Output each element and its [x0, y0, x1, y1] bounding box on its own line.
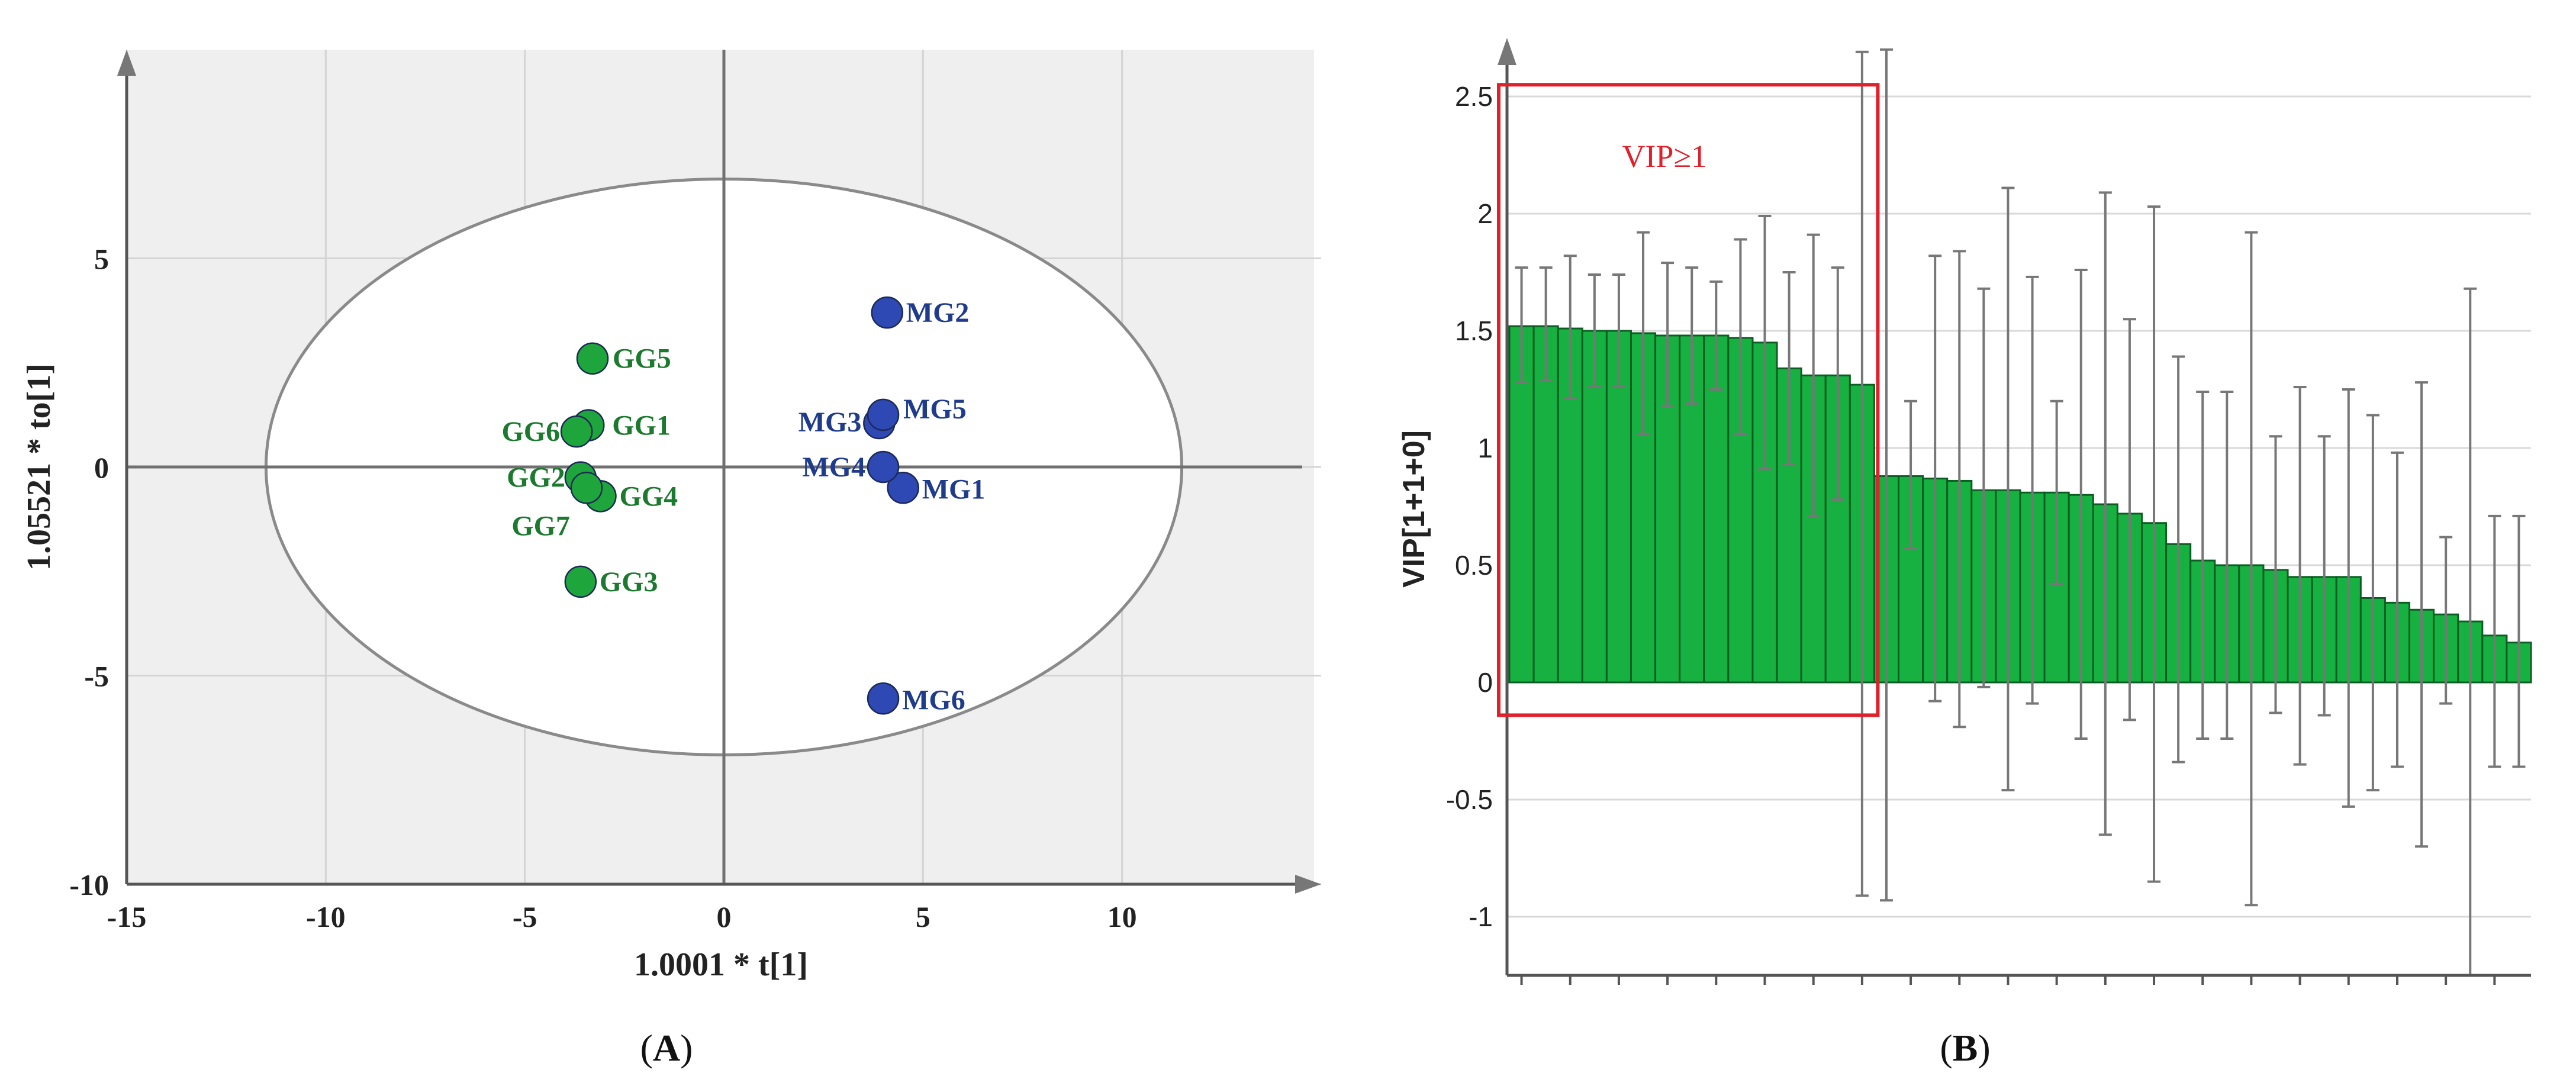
point-label-gg5: GG5	[613, 343, 671, 375]
point-label-gg7: GG7	[511, 510, 570, 542]
point-label-mg6: MG6	[902, 684, 965, 716]
panel-label-b: (B)	[1940, 1027, 1990, 1069]
axes	[1498, 38, 2531, 977]
y-tick-label: -5	[84, 660, 109, 693]
x-tick-label: -10	[306, 900, 346, 933]
y-tick-label: -0.5	[1446, 784, 1493, 815]
x-tick-label: 5	[916, 900, 930, 933]
y-tick-label: 2.5	[1455, 81, 1493, 112]
y-tick-label: 0.5	[1455, 550, 1493, 581]
y-tick-label: 1	[1477, 433, 1493, 463]
y-tick-label: -1	[1469, 901, 1493, 932]
y-axis-arrow	[117, 50, 136, 76]
error-bars	[1515, 48, 2526, 977]
points: GG1 GG2 GG3 GG4 GG5 GG6 GG7 MG1 MG2 MG3 MG4 MG5 MG6	[501, 296, 986, 716]
point-label-mg3: MG3	[798, 407, 862, 438]
y-axis-arrow	[1498, 38, 1516, 65]
point-label-gg6: GG6	[501, 416, 560, 447]
panel-a-scatter: -15 -10 -5 0 5 10-10-505 GG1GG2GG3GG4GG5GG6GG…	[21, 50, 1321, 1069]
y-tick-label: 5	[94, 243, 109, 276]
point-mg5	[867, 398, 900, 431]
x-axis-label: 1.0001 * t[1]	[634, 946, 808, 983]
y-axis-label: VIP[1+1+0]	[1397, 430, 1431, 588]
point-label-mg2: MG2	[906, 297, 970, 328]
point-mg1	[887, 472, 919, 504]
panel-b-vip-bars: -1 -0.5 0 0.5 1 1.5 2 2.5 VIP≥1 VIP[1+1+0] (B)	[1397, 38, 2532, 1069]
x-tick-label: -15	[107, 900, 147, 933]
point-label-gg4: GG4	[619, 481, 678, 512]
point-gg7	[570, 472, 603, 504]
bar	[1605, 330, 1632, 684]
point-label-mg5: MG5	[903, 394, 967, 425]
vip-highlight-box	[1497, 83, 1880, 717]
tick-labels: -1 -0.5 0 0.5 1 1.5 2 2.5	[1446, 81, 1493, 932]
axes	[117, 50, 1321, 894]
y-tick-label: -10	[69, 868, 109, 901]
point-mg2	[871, 296, 904, 329]
y-axis-label: 1.05521 * to[1]	[21, 363, 57, 571]
y-tick-label: 2	[1477, 198, 1493, 229]
y-tick-label: 0	[94, 451, 109, 484]
bars	[1508, 325, 2532, 684]
point-label-mg4: MG4	[802, 452, 865, 483]
y-tick-label: 0	[1477, 667, 1493, 698]
y-tick-label: 1.5	[1455, 315, 1493, 346]
point-label-mg1: MG1	[922, 473, 986, 505]
panel-label-a: (A)	[640, 1027, 693, 1069]
point-mg4	[867, 450, 900, 484]
x-axis-arrow	[1295, 875, 1321, 894]
point-gg6	[560, 415, 593, 448]
x-tick-label: 10	[1107, 900, 1137, 933]
x-tick-marks	[1520, 975, 2496, 985]
point-label-gg3: GG3	[600, 566, 658, 598]
x-tick-label: 0	[717, 900, 732, 933]
x-tick-label: -5	[513, 900, 537, 933]
point-gg3	[564, 565, 597, 598]
point-mg6	[867, 682, 900, 715]
vip-threshold-label: VIP≥1	[1622, 138, 1707, 174]
point-label-gg1: GG1	[612, 410, 671, 442]
point-gg5	[576, 342, 609, 375]
tick-labels: -15 -10 -5 0 5 10-10-505	[69, 243, 1136, 934]
point-label-gg2: GG2	[507, 462, 565, 494]
